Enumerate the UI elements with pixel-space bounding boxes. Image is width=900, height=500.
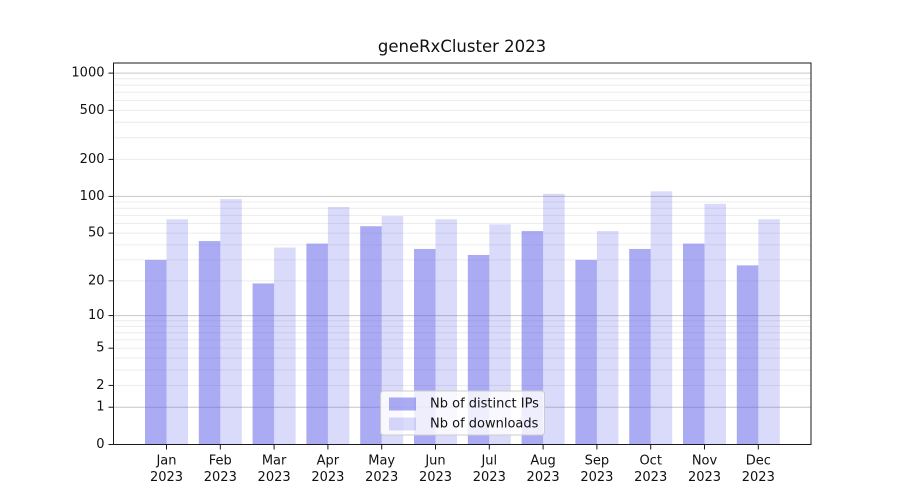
bar-downloads — [381, 216, 404, 445]
x-tick-year-label: 2023 — [258, 470, 291, 485]
bar-downloads — [758, 219, 780, 445]
x-tick-year-label: 2023 — [204, 470, 237, 485]
x-tick-month-label: Jul — [480, 454, 497, 469]
bar-downloads — [489, 224, 511, 445]
x-tick-month-label: Aug — [530, 454, 555, 469]
x-tick-year-label: 2023 — [365, 470, 398, 485]
x-tick-month-label: Sep — [585, 454, 610, 469]
x-tick-month-label: Nov — [692, 454, 718, 469]
x-tick-year-label: 2023 — [742, 470, 775, 485]
y-tick-label: 10 — [88, 308, 105, 323]
y-tick-label: 1 — [96, 400, 104, 415]
y-tick-label: 5 — [96, 341, 104, 356]
x-tick-month-label: May — [368, 454, 395, 469]
x-tick-year-label: 2023 — [150, 470, 183, 485]
axis-ticks-and-labels: 01251020501002005001000Jan2023Feb2023Mar… — [71, 66, 774, 485]
x-tick-year-label: 2023 — [634, 470, 667, 485]
bar-distinct-ips — [736, 265, 759, 445]
bar-distinct-ips — [252, 283, 275, 445]
legend-label-downloads: Nb of downloads — [430, 417, 539, 432]
bar-distinct-ips — [629, 248, 651, 445]
legend-swatch-distinct-ips-icon — [389, 397, 416, 411]
bar-downloads — [166, 219, 188, 445]
legend: Nb of distinct IPs Nb of downloads — [380, 390, 545, 436]
x-tick-year-label: 2023 — [688, 470, 721, 485]
y-tick-label: 0 — [96, 437, 104, 452]
y-tick-label: 2 — [96, 378, 104, 393]
chart-title: geneRxCluster 2023 — [378, 37, 546, 56]
y-tick-label: 50 — [88, 226, 105, 241]
x-tick-month-label: Dec — [746, 454, 771, 469]
y-tick-label: 500 — [80, 103, 105, 118]
x-tick-month-label: Oct — [639, 454, 661, 469]
bar-downloads — [435, 219, 457, 445]
bar-downloads — [650, 191, 673, 445]
x-tick-month-label: Mar — [262, 454, 287, 469]
x-tick-year-label: 2023 — [580, 470, 613, 485]
x-tick-year-label: 2023 — [419, 470, 452, 485]
x-tick-year-label: 2023 — [527, 470, 560, 485]
y-tick-label: 1000 — [71, 66, 104, 81]
bar-distinct-ips — [198, 241, 221, 445]
bar-distinct-ips — [145, 259, 167, 445]
legend-label-distinct-ips: Nb of distinct IPs — [430, 397, 539, 412]
bar-downloads — [274, 247, 296, 445]
x-tick-month-label: Jun — [424, 454, 445, 469]
y-tick-label: 100 — [80, 189, 105, 204]
gridlines-minor — [113, 78, 811, 386]
x-tick-year-label: 2023 — [473, 470, 506, 485]
bar-distinct-ips — [360, 226, 382, 445]
plot-border — [113, 62, 812, 445]
x-tick-month-label: Jan — [155, 454, 176, 469]
bar-distinct-ips — [306, 243, 328, 445]
x-tick-year-label: 2023 — [311, 470, 344, 485]
legend-frame — [380, 390, 545, 436]
bar-downloads — [327, 206, 350, 445]
y-tick-label: 200 — [80, 152, 105, 167]
bar-distinct-ips — [575, 259, 597, 445]
bar-downloads — [220, 199, 242, 445]
bar-downloads — [596, 231, 619, 445]
x-tick-month-label: Apr — [317, 454, 340, 469]
bar-downloads — [704, 203, 726, 445]
y-tick-label: 20 — [88, 273, 105, 288]
x-tick-month-label: Feb — [209, 454, 232, 469]
bar-distinct-ips — [683, 243, 705, 445]
legend-swatch-downloads-icon — [389, 417, 416, 431]
bar-downloads — [543, 193, 565, 445]
